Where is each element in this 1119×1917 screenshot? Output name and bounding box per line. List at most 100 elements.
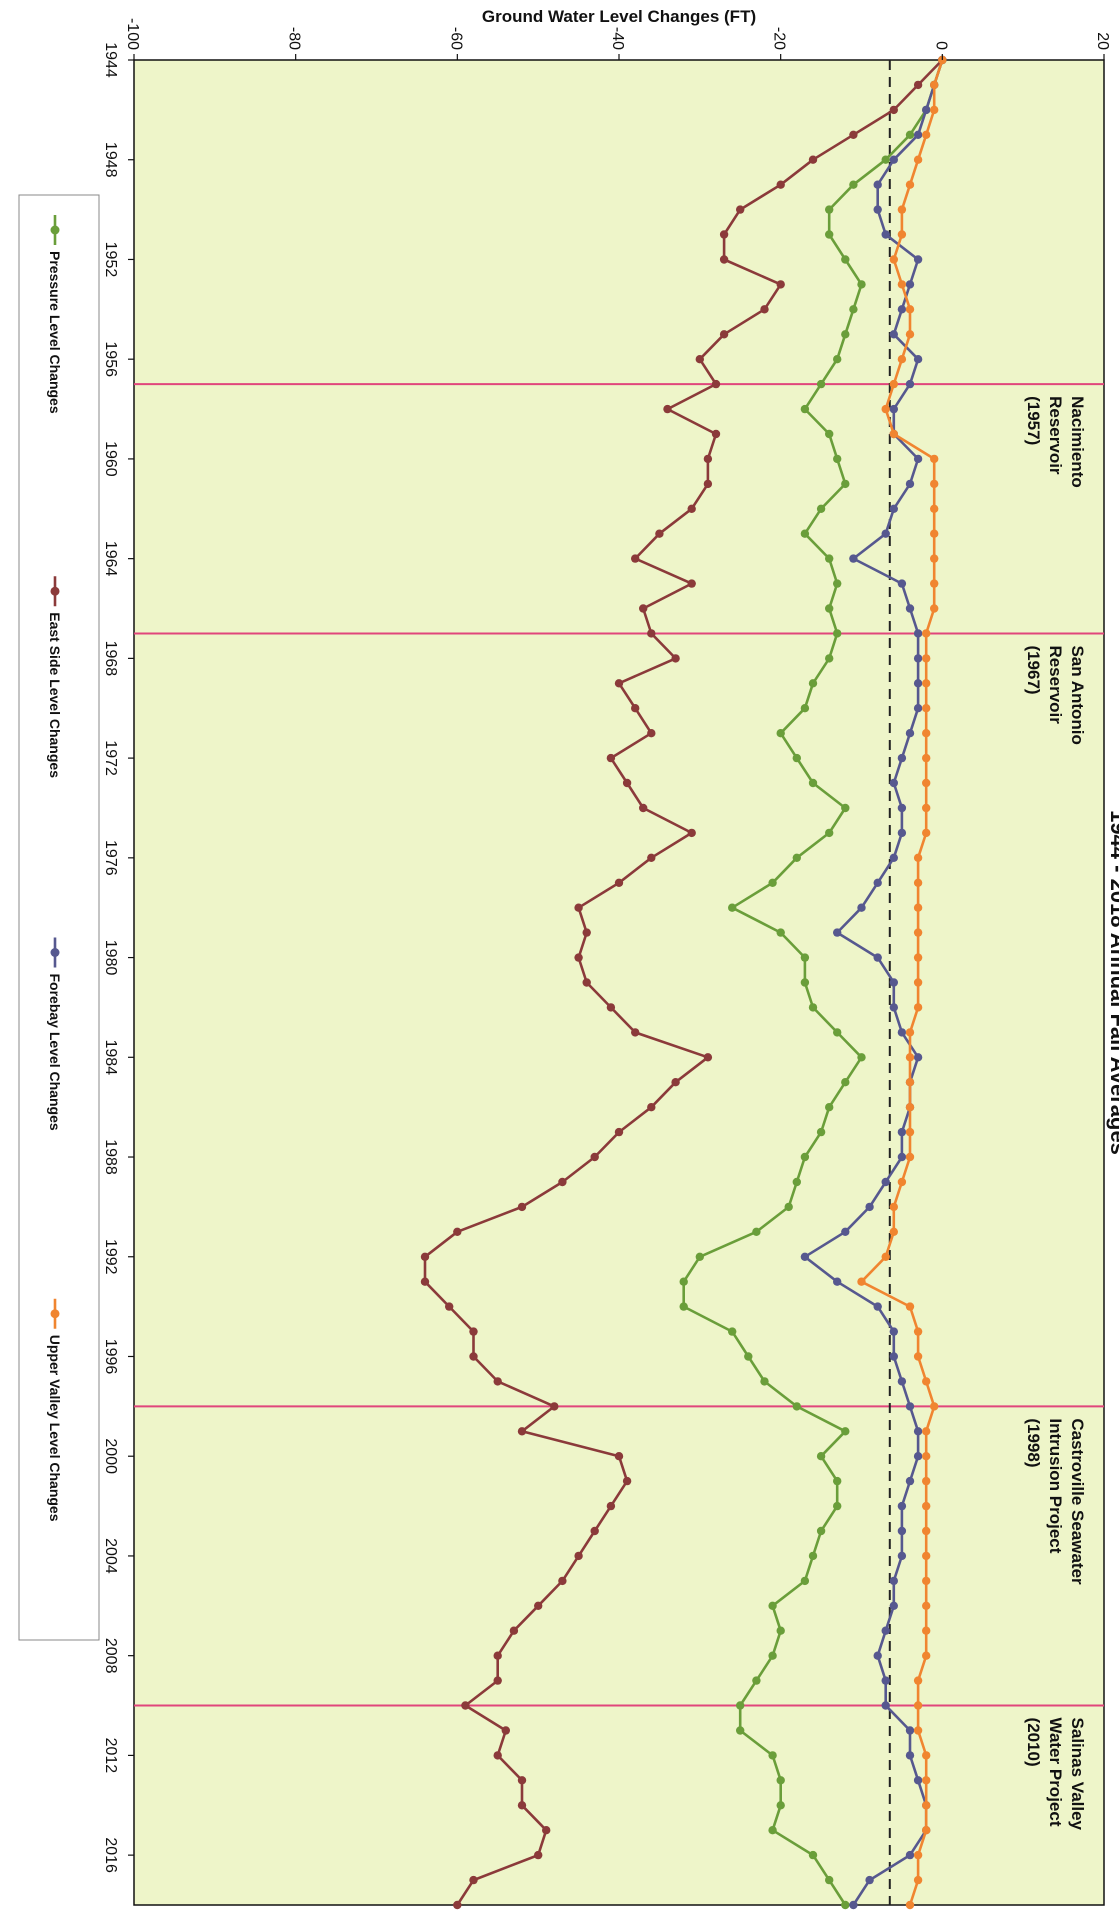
data-point-pressure <box>776 1626 785 1635</box>
x-tick-label: 1964 <box>102 541 119 577</box>
y-tick-label: -60 <box>447 27 464 50</box>
data-point-east_side <box>517 1202 527 1212</box>
data-point-east_side <box>606 1501 616 1511</box>
data-point-east_side <box>703 1053 713 1062</box>
data-point-upper_valley <box>905 1078 915 1087</box>
data-point-east_side <box>631 704 640 713</box>
data-point-upper_valley <box>921 679 931 688</box>
data-point-east_side <box>558 1177 567 1187</box>
data-point-upper_valley <box>921 1751 931 1760</box>
data-point-forebay <box>897 803 907 813</box>
data-point-forebay <box>913 1452 923 1461</box>
data-point-upper_valley <box>897 355 907 364</box>
data-point-forebay <box>889 1003 898 1012</box>
data-point-pressure <box>833 1476 842 1486</box>
data-point-pressure <box>744 1352 753 1361</box>
y-tick-label: -20 <box>771 27 788 50</box>
data-point-east_side <box>534 1601 543 1611</box>
data-point-pressure <box>841 1427 850 1436</box>
data-point-forebay <box>873 1651 882 1660</box>
data-point-upper_valley <box>913 155 923 164</box>
data-point-east_side <box>736 205 745 214</box>
data-point-pressure <box>776 729 785 738</box>
data-point-forebay <box>889 1601 898 1611</box>
data-point-east_side <box>647 729 656 738</box>
legend-label-east_side: East Side Level Changes <box>47 612 63 778</box>
series-upper_valley <box>857 55 947 1910</box>
data-point-pressure <box>760 1377 769 1386</box>
data-point-pressure <box>776 928 785 937</box>
data-point-upper_valley <box>929 604 939 613</box>
data-point-forebay <box>849 1900 858 1910</box>
data-point-pressure <box>800 1152 810 1162</box>
data-point-upper_valley <box>929 479 939 489</box>
x-tick-label: 1976 <box>102 840 119 876</box>
data-point-east_side <box>703 479 713 489</box>
data-point-east_side <box>711 379 721 389</box>
data-point-forebay <box>905 604 915 613</box>
data-point-pressure <box>825 1103 834 1112</box>
data-point-forebay <box>889 1352 898 1361</box>
data-point-upper_valley <box>929 105 939 115</box>
data-point-upper_valley <box>913 1875 923 1885</box>
data-point-pressure <box>833 355 842 364</box>
legend-label-pressure: Pressure Level Changes <box>47 251 63 414</box>
data-point-forebay <box>833 928 842 937</box>
data-point-pressure <box>800 529 810 538</box>
data-point-forebay <box>897 1028 907 1037</box>
x-tick-label: 1956 <box>102 341 119 377</box>
data-point-east_side <box>808 155 818 164</box>
x-tick-label: 1992 <box>102 1239 119 1275</box>
data-point-forebay <box>889 504 898 513</box>
data-point-upper_valley <box>921 1526 931 1536</box>
data-point-pressure <box>752 1227 761 1237</box>
data-point-forebay <box>889 404 898 414</box>
x-tick-label: 1948 <box>102 142 119 178</box>
data-point-east_side <box>614 1127 624 1137</box>
data-point-east_side <box>493 1651 502 1660</box>
data-point-forebay <box>889 1327 898 1336</box>
data-point-east_side <box>469 1327 478 1336</box>
data-point-forebay <box>913 629 923 638</box>
x-tick-label: 1972 <box>102 740 119 776</box>
data-point-upper_valley <box>913 1726 923 1735</box>
data-point-upper_valley <box>921 729 931 738</box>
data-point-pressure <box>825 554 834 563</box>
x-tick-label: 1952 <box>102 242 119 278</box>
data-point-upper_valley <box>905 1053 915 1062</box>
data-point-pressure <box>800 953 810 962</box>
data-point-east_side <box>558 1576 567 1586</box>
legend-label-forebay: Forebay Level Changes <box>47 974 63 1131</box>
data-point-forebay <box>881 529 890 538</box>
data-point-east_side <box>663 404 672 414</box>
data-point-pressure <box>695 1252 704 1262</box>
data-point-upper_valley <box>921 1776 931 1785</box>
data-point-forebay <box>889 330 898 339</box>
data-point-upper_valley <box>921 1551 931 1561</box>
data-point-east_side <box>469 1875 478 1885</box>
data-point-upper_valley <box>929 554 939 563</box>
data-point-east_side <box>687 504 696 513</box>
data-point-upper_valley <box>897 1177 907 1187</box>
data-point-pressure <box>808 679 818 688</box>
data-point-pressure <box>833 454 842 464</box>
data-point-forebay <box>849 554 858 563</box>
data-point-pressure <box>857 280 866 289</box>
data-point-east_side <box>461 1701 470 1710</box>
data-point-upper_valley <box>913 953 923 962</box>
data-point-forebay <box>905 1850 915 1860</box>
event-lines <box>134 383 1104 1707</box>
data-point-east_side <box>445 1302 454 1311</box>
data-point-east_side <box>501 1726 510 1735</box>
data-point-upper_valley <box>929 1402 939 1411</box>
data-point-upper_valley <box>881 1252 890 1262</box>
data-point-forebay <box>873 205 882 214</box>
data-point-forebay <box>913 1053 923 1062</box>
data-point-forebay <box>873 180 882 189</box>
data-point-upper_valley <box>921 778 931 788</box>
data-point-forebay <box>905 1751 915 1760</box>
data-point-east_side <box>647 629 656 638</box>
data-point-upper_valley <box>897 230 907 239</box>
data-point-east_side <box>639 604 648 613</box>
event-label-1967: San AntonioReservoir(1967) <box>1024 645 1087 744</box>
